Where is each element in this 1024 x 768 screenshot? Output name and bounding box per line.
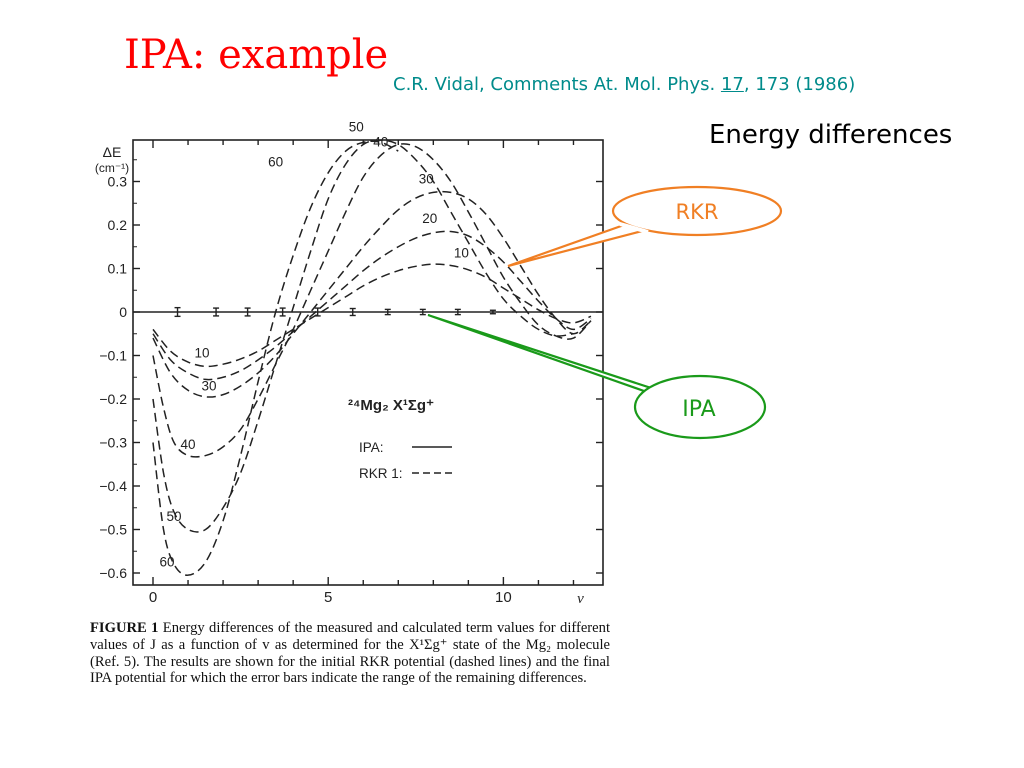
reference-rest: , 173 (1986) xyxy=(743,74,856,95)
y-tick-label: −0.5 xyxy=(99,522,127,538)
ipa-callout-label: IPA xyxy=(682,397,715,422)
curve-label-J10: 10 xyxy=(454,246,469,261)
rkr-curve-J10 xyxy=(152,263,592,368)
y-tick-label: −0.6 xyxy=(99,565,127,581)
rkr-callout-pointer xyxy=(507,223,647,268)
legend-label-dashed: RKR 1: xyxy=(359,466,403,481)
rkr-curve-J30 xyxy=(152,190,592,398)
slide-subtitle: Energy differences xyxy=(709,120,953,150)
curve-label-J20: 20 xyxy=(422,211,437,226)
caption-label: FIGURE 1 xyxy=(90,620,159,636)
slide-title: IPA: example xyxy=(124,32,389,78)
reference-citation: C.R. Vidal, Comments At. Mol. Phys. 17, … xyxy=(393,74,855,95)
ipa-callout-pointer xyxy=(427,313,662,399)
y-tick-label: 0.1 xyxy=(108,261,128,277)
rkr-callout-bubble xyxy=(611,185,783,237)
molecule-label: ²⁴Mg₂ X¹Σg⁺ xyxy=(348,397,434,414)
rkr-curve-J20 xyxy=(152,230,592,381)
rkr-curve-J40 xyxy=(152,143,592,458)
x-tick-label: 5 xyxy=(324,589,332,606)
curve-label-J50: 50 xyxy=(349,119,364,134)
y-tick-label: −0.1 xyxy=(99,348,127,364)
curve-label-J60: 60 xyxy=(268,154,283,169)
x-tick-label: 0 xyxy=(149,589,157,606)
y-tick-label: −0.2 xyxy=(99,391,127,407)
reference-authors: C.R. Vidal, Comments At. Mol. Phys. xyxy=(393,74,721,95)
curve-label-J30: 30 xyxy=(202,378,217,393)
plot-frame xyxy=(132,139,604,586)
curve-label-J40: 40 xyxy=(181,437,196,452)
y-tick-label: 0.3 xyxy=(108,174,128,190)
y-axis-label: ΔE xyxy=(103,144,122,160)
caption-text: Energy differences of the measured and c… xyxy=(90,620,610,687)
ipa-callout-joint xyxy=(647,388,664,402)
series-layer: 10 10 20 30 30 40 40 50 50 60 60 ²⁴Mg₂ X¹Σg⁺ IPA: RKR… xyxy=(152,119,592,576)
curve-label-J50: 50 xyxy=(167,509,182,524)
figure-caption: FIGURE 1 Energy differences of the measu… xyxy=(90,620,610,687)
rkr-callout-label: RKR xyxy=(676,200,719,224)
curve-label-J40: 40 xyxy=(373,135,388,150)
y-tick-label: 0 xyxy=(119,304,127,320)
y-axis-unit: (cm⁻¹) xyxy=(95,161,129,175)
legend-label-solid: IPA: xyxy=(359,440,384,455)
y-tick-label: −0.4 xyxy=(99,478,127,494)
rkr-callout-joint xyxy=(619,222,649,234)
plot-area: 0.3 0.2 0.1 0 −0.1 −0.2 −0.3 −0.4 −0.5 −0.6 0 5 10 v Δ… xyxy=(95,139,604,607)
ipa-callout-bubble xyxy=(633,374,767,440)
rkr-curve-J50 xyxy=(152,139,574,533)
curve-label-J30: 30 xyxy=(419,172,434,187)
rkr-curve-J60 xyxy=(152,140,399,576)
reference-volume: 17 xyxy=(720,74,744,95)
y-tick-label: 0.2 xyxy=(108,217,128,233)
y-tick-label: −0.3 xyxy=(99,435,127,451)
x-tick-label: 10 xyxy=(495,589,512,606)
x-axis-label: v xyxy=(577,591,584,607)
callouts-layer: RKR IPA xyxy=(427,185,783,440)
curve-label-J10: 10 xyxy=(195,346,210,361)
curve-label-J60: 60 xyxy=(160,554,175,569)
